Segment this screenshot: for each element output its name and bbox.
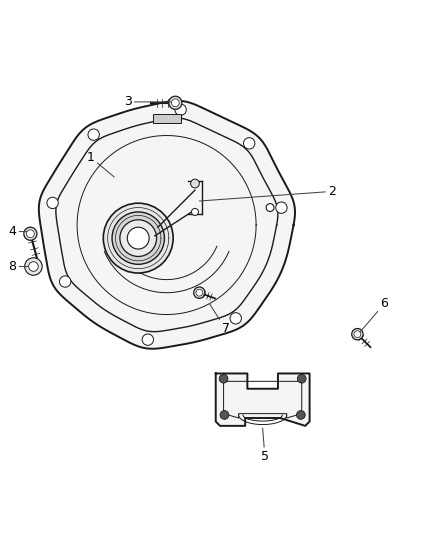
Circle shape: [47, 197, 58, 208]
Circle shape: [26, 230, 34, 238]
Circle shape: [297, 374, 306, 383]
Text: 3: 3: [124, 95, 171, 108]
Circle shape: [171, 99, 179, 107]
Circle shape: [112, 212, 164, 264]
Circle shape: [244, 138, 255, 149]
Circle shape: [103, 203, 173, 273]
Text: 5: 5: [261, 428, 269, 463]
Circle shape: [191, 208, 198, 215]
Circle shape: [354, 331, 361, 337]
Circle shape: [219, 374, 228, 383]
Circle shape: [24, 227, 37, 240]
Circle shape: [175, 104, 186, 116]
Circle shape: [352, 328, 363, 340]
Text: 7: 7: [209, 304, 230, 335]
Polygon shape: [216, 374, 310, 426]
FancyBboxPatch shape: [152, 114, 180, 123]
Circle shape: [191, 179, 199, 188]
Text: 8: 8: [9, 260, 28, 273]
Polygon shape: [39, 101, 295, 349]
Circle shape: [297, 410, 305, 419]
Text: 1: 1: [87, 151, 114, 177]
Circle shape: [120, 220, 156, 256]
Text: 4: 4: [9, 225, 27, 238]
Circle shape: [28, 262, 38, 271]
Circle shape: [266, 204, 274, 212]
Circle shape: [230, 313, 241, 324]
Circle shape: [25, 258, 42, 275]
Circle shape: [194, 287, 205, 298]
Circle shape: [127, 227, 149, 249]
Text: 6: 6: [360, 297, 389, 332]
Text: 2: 2: [199, 185, 336, 201]
Circle shape: [142, 334, 153, 345]
Circle shape: [88, 129, 99, 140]
Circle shape: [220, 410, 229, 419]
Circle shape: [196, 289, 203, 296]
Circle shape: [169, 96, 182, 109]
Circle shape: [276, 202, 287, 213]
Circle shape: [60, 276, 71, 287]
